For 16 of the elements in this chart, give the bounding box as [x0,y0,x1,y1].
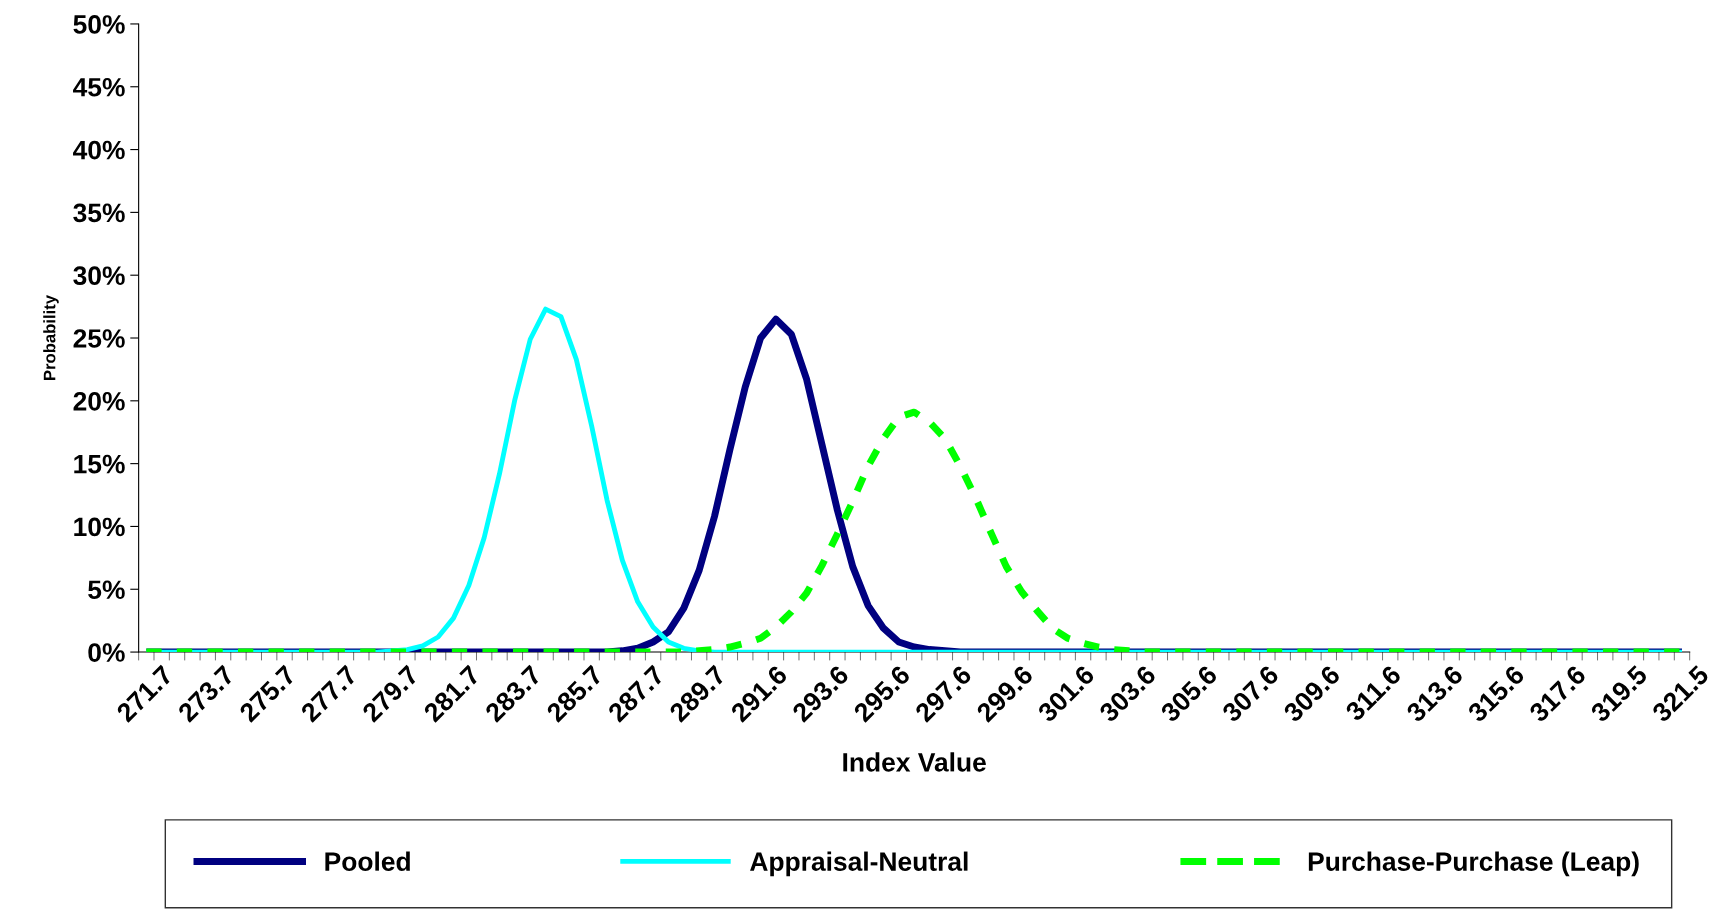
y-tick-label: 0% [88,643,125,662]
y-tick-label: 20% [73,391,125,411]
legend-label: Pooled [325,851,410,871]
y-tick-label: 30% [73,266,125,286]
y-tick-label: 5% [88,580,125,600]
y-tick-label: 40% [73,140,125,160]
y-tick-label: 50% [73,15,125,34]
x-axis-title: Index Value [843,752,986,772]
y-axis-title: Probability [43,295,59,380]
y-tick-label: 10% [74,517,125,537]
y-tick-label: 25% [73,329,125,348]
legend-label: Appraisal-Neutral [750,851,968,877]
y-tick-label: 45% [73,77,125,97]
y-tick-label: 35% [73,203,125,223]
y-tick-label: 15% [74,454,125,474]
legend-label: Purchase-Purchase (Leap) [1308,851,1639,877]
